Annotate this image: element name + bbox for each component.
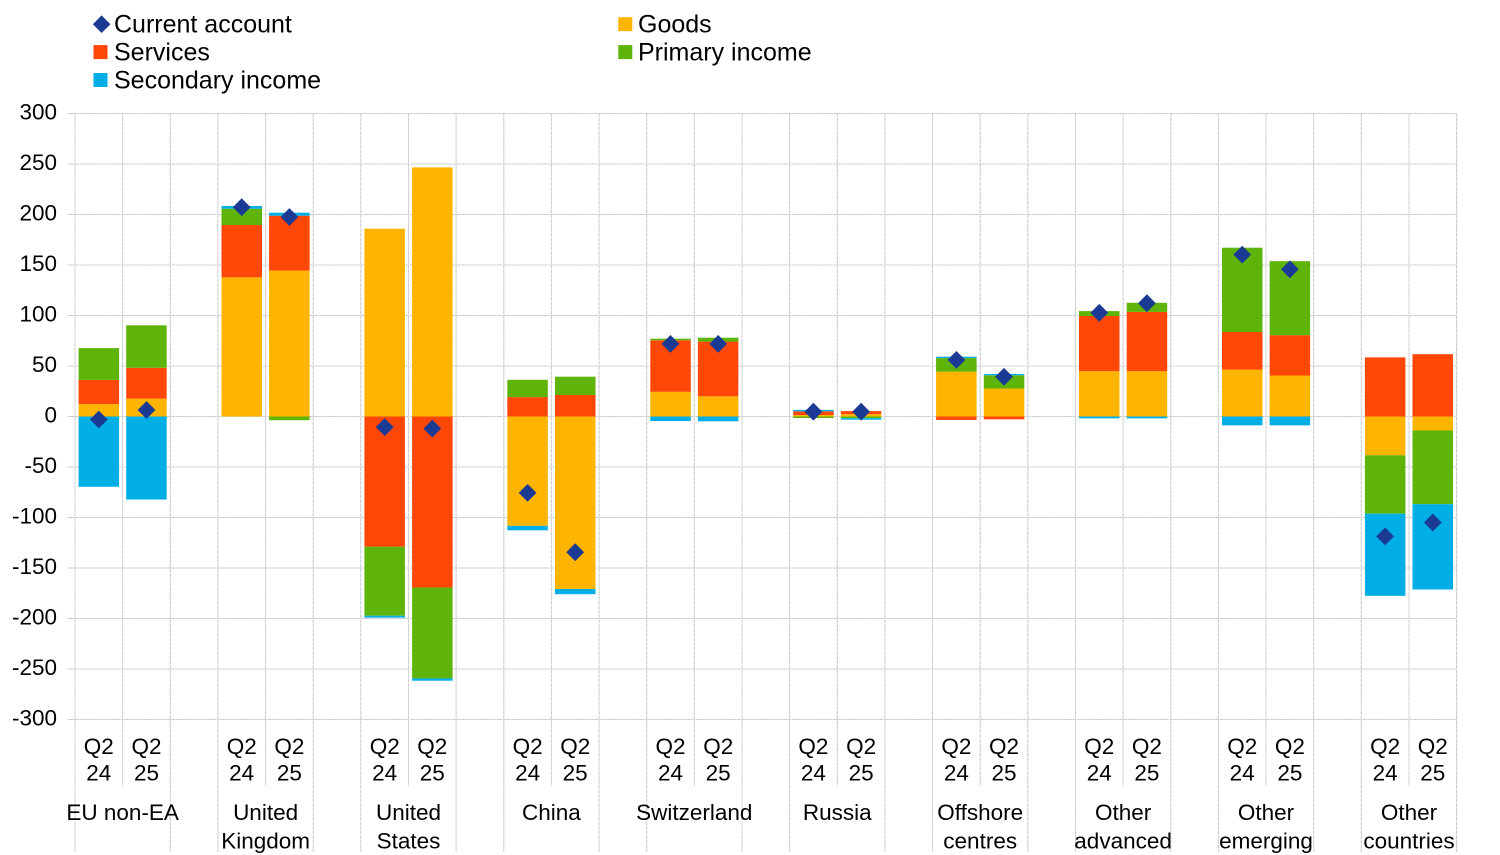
svg-text:China: China — [522, 800, 581, 825]
svg-text:100: 100 — [19, 302, 57, 327]
svg-text:24: 24 — [944, 761, 969, 786]
svg-text:Q2: Q2 — [1084, 734, 1114, 759]
svg-text:150: 150 — [19, 251, 57, 276]
svg-text:Other: Other — [1095, 800, 1152, 825]
svg-text:300: 300 — [19, 100, 57, 125]
svg-text:Q2: Q2 — [941, 734, 971, 759]
svg-text:Primary income: Primary income — [638, 38, 812, 66]
svg-text:countries: countries — [1363, 829, 1454, 854]
svg-text:Switzerland: Switzerland — [636, 800, 752, 825]
svg-text:Kingdom: Kingdom — [221, 829, 310, 854]
svg-text:24: 24 — [801, 761, 826, 786]
svg-text:Q2: Q2 — [703, 734, 733, 759]
svg-text:United: United — [233, 800, 298, 825]
svg-text:Q2: Q2 — [989, 734, 1019, 759]
svg-text:-50: -50 — [24, 453, 57, 478]
svg-text:25: 25 — [849, 761, 874, 786]
svg-text:Q2: Q2 — [560, 734, 590, 759]
svg-text:24: 24 — [658, 761, 683, 786]
svg-text:25: 25 — [134, 761, 159, 786]
svg-text:24: 24 — [86, 761, 111, 786]
svg-text:United: United — [376, 800, 441, 825]
svg-text:-250: -250 — [12, 655, 57, 680]
svg-text:Q2: Q2 — [1227, 734, 1257, 759]
svg-text:250: 250 — [19, 150, 57, 175]
svg-text:Q2: Q2 — [1275, 734, 1305, 759]
svg-text:Offshore: Offshore — [937, 800, 1023, 825]
svg-text:Q2: Q2 — [274, 734, 304, 759]
svg-text:Q2: Q2 — [798, 734, 828, 759]
svg-text:50: 50 — [32, 352, 57, 377]
svg-text:Other: Other — [1381, 800, 1438, 825]
svg-text:States: States — [377, 829, 441, 854]
svg-text:25: 25 — [277, 761, 302, 786]
svg-text:25: 25 — [563, 761, 588, 786]
svg-text:Q2: Q2 — [131, 734, 161, 759]
svg-text:-200: -200 — [12, 605, 57, 630]
svg-text:Q2: Q2 — [1370, 734, 1400, 759]
svg-text:Secondary income: Secondary income — [114, 66, 321, 94]
svg-text:EU non-EA: EU non-EA — [66, 800, 179, 825]
svg-text:24: 24 — [372, 761, 397, 786]
svg-text:25: 25 — [706, 761, 731, 786]
svg-text:Q2: Q2 — [370, 734, 400, 759]
svg-text:Q2: Q2 — [1418, 734, 1448, 759]
svg-text:Q2: Q2 — [655, 734, 685, 759]
svg-text:Q2: Q2 — [513, 734, 543, 759]
svg-text:Other: Other — [1238, 800, 1295, 825]
svg-text:0: 0 — [44, 403, 57, 428]
svg-text:Q2: Q2 — [84, 734, 114, 759]
svg-text:Current account: Current account — [114, 11, 292, 39]
svg-text:-150: -150 — [12, 554, 57, 579]
svg-text:25: 25 — [420, 761, 445, 786]
svg-text:24: 24 — [1230, 761, 1255, 786]
svg-text:Q2: Q2 — [846, 734, 876, 759]
svg-text:25: 25 — [1134, 761, 1159, 786]
svg-text:Q2: Q2 — [417, 734, 447, 759]
svg-text:Q2: Q2 — [1132, 734, 1162, 759]
svg-text:25: 25 — [1420, 761, 1445, 786]
svg-text:Q2: Q2 — [227, 734, 257, 759]
svg-text:-100: -100 — [12, 504, 57, 529]
svg-text:24: 24 — [1373, 761, 1398, 786]
svg-text:24: 24 — [515, 761, 540, 786]
svg-text:centres: centres — [943, 829, 1017, 854]
svg-text:25: 25 — [991, 761, 1016, 786]
svg-text:24: 24 — [229, 761, 254, 786]
svg-text:-300: -300 — [12, 706, 57, 731]
svg-text:200: 200 — [19, 201, 57, 226]
svg-text:24: 24 — [1087, 761, 1112, 786]
svg-text:Services: Services — [114, 38, 210, 66]
svg-text:emerging: emerging — [1219, 829, 1313, 854]
svg-text:Goods: Goods — [638, 11, 712, 39]
svg-text:advanced: advanced — [1074, 829, 1172, 854]
svg-text:Russia: Russia — [803, 800, 872, 825]
svg-text:25: 25 — [1277, 761, 1302, 786]
